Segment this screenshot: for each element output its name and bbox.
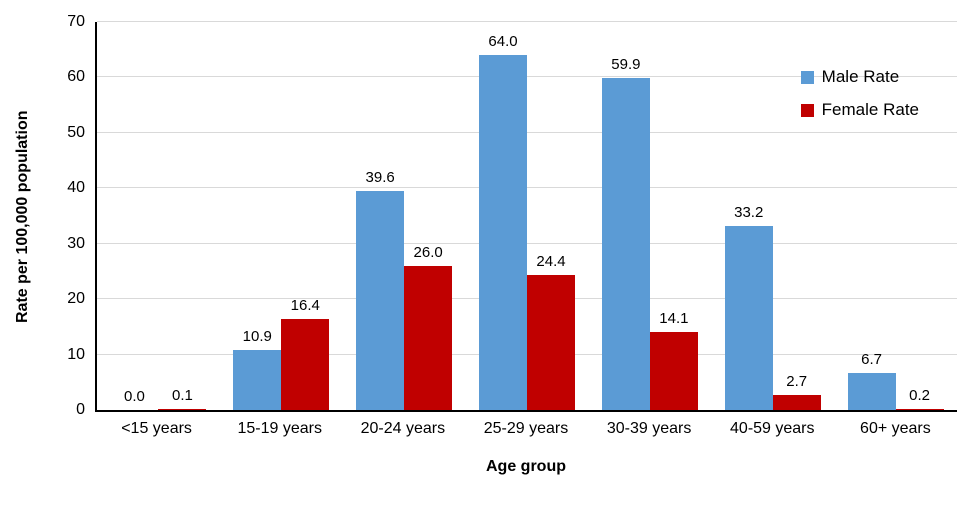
y-tick-label: 50	[67, 123, 85, 141]
bar-value-label: 24.4	[536, 252, 566, 270]
bar: 26.0	[404, 244, 453, 410]
bar-value-label: 14.1	[659, 309, 689, 327]
bar-group: 0.0 0.1	[97, 22, 220, 410]
bar-value-label: 33.2	[734, 203, 764, 221]
x-category-label: 60+ years	[860, 420, 931, 437]
bar-value-label: 10.9	[242, 327, 272, 345]
gridline	[97, 76, 957, 78]
bar: 14.1	[649, 310, 698, 410]
y-axis-ticks: 0 10 20 30 40 50 60 70	[0, 13, 85, 418]
y-tick-label: 70	[67, 13, 85, 30]
bar-value-label: 26.0	[413, 243, 443, 261]
x-axis-category-labels: <15 years 15-19 years 20-24 years 25-29 yea…	[95, 420, 957, 438]
y-tick-label: 20	[67, 290, 85, 308]
bar-group: 39.6 26.0	[343, 22, 466, 410]
legend-row: Female Rate	[800, 100, 919, 120]
y-tick-label: 30	[67, 234, 85, 252]
bar-value-label: 16.4	[290, 297, 320, 315]
legend-swatch-icon	[800, 103, 814, 117]
bar-value-label: 0.2	[909, 386, 931, 404]
gridline	[97, 131, 957, 133]
bar-value-label: 39.6	[365, 168, 395, 186]
bar-value-label: 0.0	[123, 388, 145, 405]
bar-group: 6.7 0.2	[834, 22, 957, 410]
legend-swatch-icon	[800, 70, 814, 84]
gridline	[97, 242, 957, 244]
bar-value-label: 64.0	[488, 33, 518, 51]
bar-group: 10.9 16.4	[220, 22, 343, 410]
bar-value-label: 0.1	[171, 387, 193, 405]
bar-group: 64.0 24.4	[466, 22, 589, 410]
bar-value-label: 59.9	[611, 55, 641, 73]
x-category-label: 40-59 years	[730, 420, 815, 437]
bar: 39.6	[356, 169, 405, 410]
y-tick-label: 0	[76, 401, 85, 418]
legend-row: Male Rate	[800, 67, 919, 87]
x-category-label: 15-19 years	[237, 420, 322, 437]
y-tick-label: 10	[67, 345, 85, 363]
bar: 33.2	[724, 204, 773, 410]
bar: 64.0	[479, 33, 527, 410]
x-category-label: <15 years	[121, 420, 192, 437]
bar: 10.9	[233, 328, 282, 410]
bar: 0.1	[158, 387, 207, 410]
x-category-label: 25-29 years	[483, 420, 569, 437]
x-category-label: 20-24 years	[360, 420, 446, 437]
y-tick-label: 40	[67, 179, 85, 197]
bar: 24.4	[527, 253, 575, 410]
x-category-label: 30-39 years	[606, 420, 692, 437]
bar: 59.9	[601, 56, 650, 410]
legend: Male Rate Female Rate	[800, 67, 919, 120]
bar-group: 59.9 14.1	[588, 22, 711, 410]
bar: 2.7	[772, 373, 821, 410]
bar-groups: 0.0 0.1 10.9 16.4 39.6 26.0 64.0 24.4 59.9 14.1 33…	[97, 22, 957, 410]
bar-group: 33.2 2.7	[711, 22, 834, 410]
gridline	[97, 187, 957, 189]
gridline	[97, 21, 957, 22]
bar: 16.4	[281, 297, 330, 410]
legend-label: Female Rate	[821, 100, 919, 119]
y-tick-label: 60	[67, 68, 85, 86]
plot-area: 0.0 0.1 10.9 16.4 39.6 26.0 64.0 24.4 59.9 14.1 33…	[95, 21, 957, 412]
bar-value-label: 6.7	[861, 350, 883, 368]
bar-value-label: 2.7	[786, 373, 808, 391]
bar: 6.7	[847, 351, 896, 410]
legend-label: Male Rate	[821, 67, 900, 86]
bar: 0.2	[895, 387, 944, 410]
x-axis-title: Age group	[486, 458, 566, 475]
